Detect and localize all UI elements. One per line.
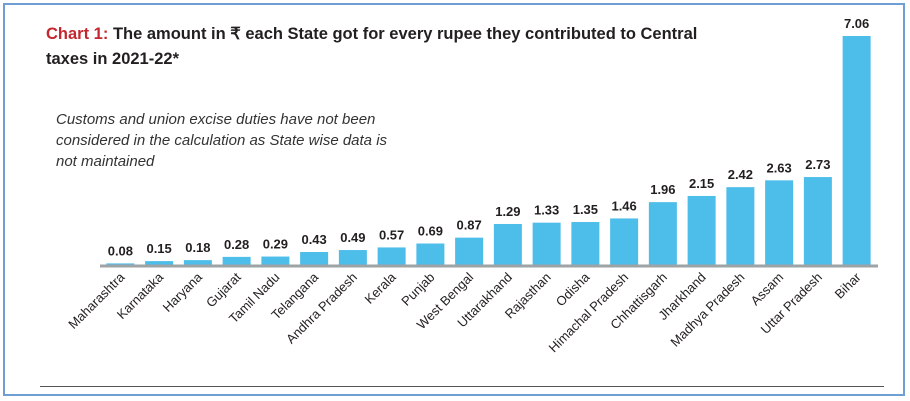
tick-label-madhya-pradesh: Madhya Pradesh xyxy=(667,270,747,350)
bar-gujarat xyxy=(222,256,251,266)
chart-title: Chart 1: The amount in ₹ each State got … xyxy=(46,22,736,72)
bottom-rule xyxy=(40,386,884,387)
bar-bihar xyxy=(842,36,871,266)
bar-chhattisgarh xyxy=(648,202,677,266)
value-label-kerala: 0.57 xyxy=(379,227,404,242)
tick-label-haryana: Haryana xyxy=(160,269,206,315)
bar-uttarakhand xyxy=(493,223,522,266)
bar-andhra-pradesh xyxy=(338,250,367,266)
chart-label: Chart 1: xyxy=(46,25,109,43)
value-label-karnataka: 0.15 xyxy=(146,241,171,256)
tick-label-kerala: Kerala xyxy=(362,269,400,307)
value-label-chhattisgarh: 1.96 xyxy=(650,182,675,197)
chart-frame xyxy=(3,3,905,396)
bar-himachal-pradesh xyxy=(610,218,639,266)
bar-karnataka xyxy=(145,261,174,266)
bar-west-bengal xyxy=(455,237,484,266)
value-label-madhya-pradesh: 2.42 xyxy=(728,167,753,182)
value-label-maharashtra: 0.08 xyxy=(108,243,133,258)
bar-rajasthan xyxy=(532,222,561,266)
bar-tamil-nadu xyxy=(261,256,290,266)
value-label-bihar: 7.06 xyxy=(844,16,869,31)
tick-label-andhra-pradesh: Andhra Pradesh xyxy=(283,270,360,347)
value-label-punjab: 0.69 xyxy=(418,224,443,239)
value-label-himachal-pradesh: 1.46 xyxy=(611,198,636,213)
value-label-andhra-pradesh: 0.49 xyxy=(340,230,365,245)
bar-jharkhand xyxy=(687,195,716,266)
chart-title-text: The amount in ₹ each State got for every… xyxy=(46,25,698,68)
bar-kerala xyxy=(377,247,406,266)
value-label-rajasthan: 1.33 xyxy=(534,203,559,218)
value-label-jharkhand: 2.15 xyxy=(689,176,714,191)
bar-haryana xyxy=(183,260,212,266)
value-label-gujarat: 0.28 xyxy=(224,237,249,252)
value-label-uttar-pradesh: 2.73 xyxy=(805,157,830,172)
bar-odisha xyxy=(571,222,600,266)
value-label-odisha: 1.35 xyxy=(573,202,598,217)
bar-assam xyxy=(765,180,794,266)
bar-madhya-pradesh xyxy=(726,187,755,266)
value-label-haryana: 0.18 xyxy=(185,240,210,255)
bar-uttar-pradesh xyxy=(803,177,832,266)
bar-punjab xyxy=(416,243,445,266)
bar-telangana xyxy=(300,251,329,266)
value-label-tamil-nadu: 0.29 xyxy=(263,237,288,252)
value-label-assam: 2.63 xyxy=(766,160,791,175)
value-label-west-bengal: 0.87 xyxy=(456,218,481,233)
tick-label-bihar: Bihar xyxy=(832,269,865,302)
value-label-uttarakhand: 1.29 xyxy=(495,204,520,219)
value-label-telangana: 0.43 xyxy=(301,232,326,247)
chart-note: Customs and union excise duties have not… xyxy=(56,111,388,170)
tick-label-maharashtra: Maharashtra xyxy=(65,269,128,332)
